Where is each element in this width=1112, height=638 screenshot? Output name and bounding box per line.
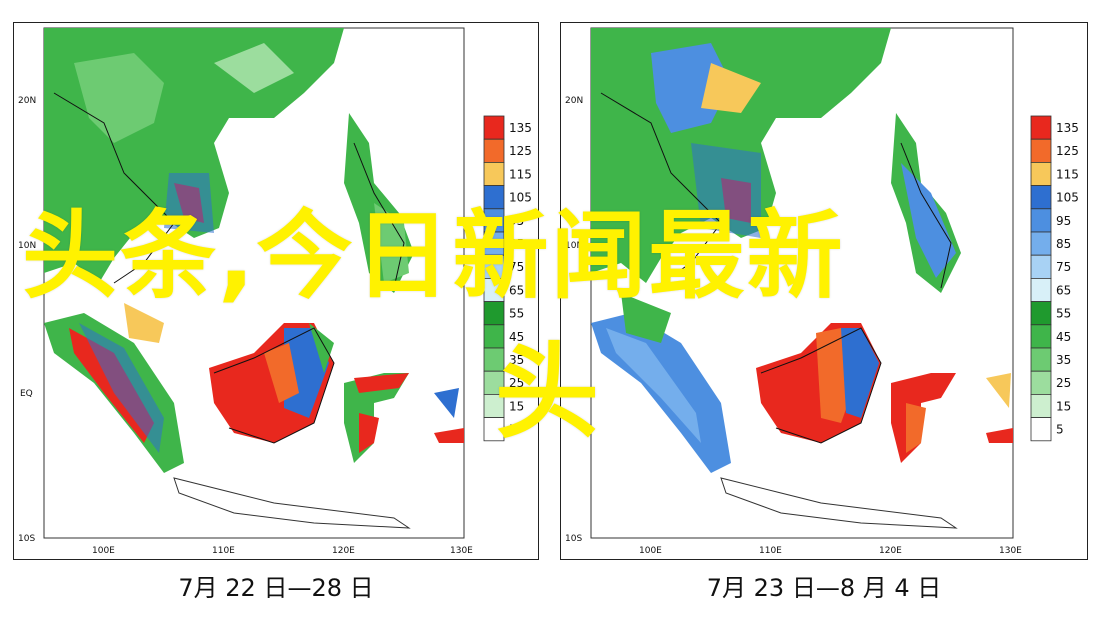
lat-label: 10N — [18, 241, 36, 251]
legend-label: 35 — [509, 353, 524, 367]
map-right-svg: 20N 10N EQ 10S 100E 110E 120E 130E 135 12… — [565, 27, 1079, 556]
lon-label: 110E — [212, 546, 235, 556]
legend-label: 105 — [509, 191, 532, 205]
lat-label: 10N — [565, 241, 583, 251]
legend-swatch — [483, 115, 505, 140]
lat-label: 20N — [565, 96, 583, 106]
legend-label: 55 — [509, 307, 524, 321]
lat-label: EQ — [567, 389, 580, 399]
legend-swatch — [1030, 277, 1052, 302]
lon-label: 100E — [92, 546, 115, 556]
legend-label: 105 — [1056, 191, 1079, 205]
legend-label: 15 — [509, 399, 524, 413]
lat-label: 10S — [18, 534, 35, 544]
map-panel-left: 20N 10N EQ 10S 100E 110E 120E 130E 135 12… — [13, 22, 539, 560]
legend-label: 65 — [1056, 283, 1071, 297]
land-sulawesi — [891, 373, 956, 463]
land-borneo — [209, 323, 334, 443]
legend-label: 45 — [1056, 330, 1071, 344]
map-panel-right: 20N 10N EQ 10S 100E 110E 120E 130E 135 12… — [560, 22, 1088, 560]
land-sumatra-malaya — [591, 293, 731, 473]
color-legend: 135 125 115 105 95 85 75 65 55 45 35 25 15 5 — [1030, 115, 1079, 442]
legend-label: 85 — [1056, 237, 1071, 251]
legend-swatch — [1030, 324, 1052, 349]
legend-label: 115 — [1056, 167, 1079, 181]
land-sumatra-malaya — [44, 303, 184, 473]
legend-label: 95 — [1056, 214, 1071, 228]
land-borneo — [756, 323, 881, 443]
legend-label: 15 — [1056, 399, 1071, 413]
land-java-nusa — [720, 373, 1013, 529]
legend-swatch — [483, 161, 505, 186]
map-caption-left: 7月 22 日—28 日 — [178, 574, 374, 602]
lon-label: 130E — [999, 546, 1022, 556]
legend-label: 25 — [1056, 376, 1071, 390]
legend-swatch — [1030, 393, 1052, 418]
lat-label: 20N — [18, 96, 36, 106]
legend-swatch — [483, 138, 505, 163]
legend-swatch — [1030, 301, 1052, 326]
legend-label: 95 — [509, 214, 524, 228]
legend-label: 85 — [509, 237, 524, 251]
land-philippines — [891, 113, 961, 293]
legend-label: 35 — [1056, 353, 1071, 367]
overlay-headline: 头条,今日新闻最新 — [22, 200, 845, 312]
legend-label: 125 — [509, 144, 532, 158]
color-legend: 135 125 115 105 95 85 75 65 55 45 35 25 15 5 — [483, 115, 532, 442]
legend-label: 125 — [1056, 144, 1079, 158]
land-sulawesi — [344, 373, 409, 463]
map-left-svg: 20N 10N EQ 10S 100E 110E 120E 130E 135 12… — [18, 27, 532, 556]
legend-swatch — [1030, 138, 1052, 163]
legend-swatch — [1030, 208, 1052, 233]
legend-swatch — [1030, 115, 1052, 140]
legend-swatch — [1030, 161, 1052, 186]
lat-label: 10S — [565, 534, 582, 544]
lon-label: 120E — [332, 546, 355, 556]
legend-label: 45 — [509, 330, 524, 344]
land-java-nusa — [173, 388, 464, 529]
legend-swatch — [1030, 185, 1052, 210]
lon-label: 120E — [879, 546, 902, 556]
legend-swatch — [483, 417, 505, 442]
legend-label: 115 — [509, 167, 532, 181]
lon-label: 100E — [639, 546, 662, 556]
legend-label: 75 — [1056, 260, 1071, 274]
legend-swatch — [1030, 254, 1052, 279]
legend-label: 5 — [509, 423, 517, 437]
overlay-headline-2: 头 — [495, 331, 600, 453]
map-caption-right: 7月 23 日—8 月 4 日 — [706, 574, 942, 602]
land-indochina — [591, 28, 891, 283]
land-philippines — [344, 113, 414, 293]
lon-label: 130E — [450, 546, 473, 556]
legend-label: 135 — [1056, 121, 1079, 135]
lon-label: 110E — [759, 546, 782, 556]
legend-label: 25 — [509, 376, 524, 390]
legend-swatch — [1030, 231, 1052, 256]
legend-label: 65 — [509, 283, 524, 297]
lat-label: EQ — [20, 389, 33, 399]
legend-swatch — [1030, 347, 1052, 372]
legend-swatch — [1030, 417, 1052, 442]
legend-swatch — [1030, 370, 1052, 395]
legend-label: 135 — [509, 121, 532, 135]
legend-label: 5 — [1056, 423, 1064, 437]
legend-label: 55 — [1056, 307, 1071, 321]
land-indochina — [44, 28, 344, 283]
legend-label: 75 — [509, 260, 524, 274]
